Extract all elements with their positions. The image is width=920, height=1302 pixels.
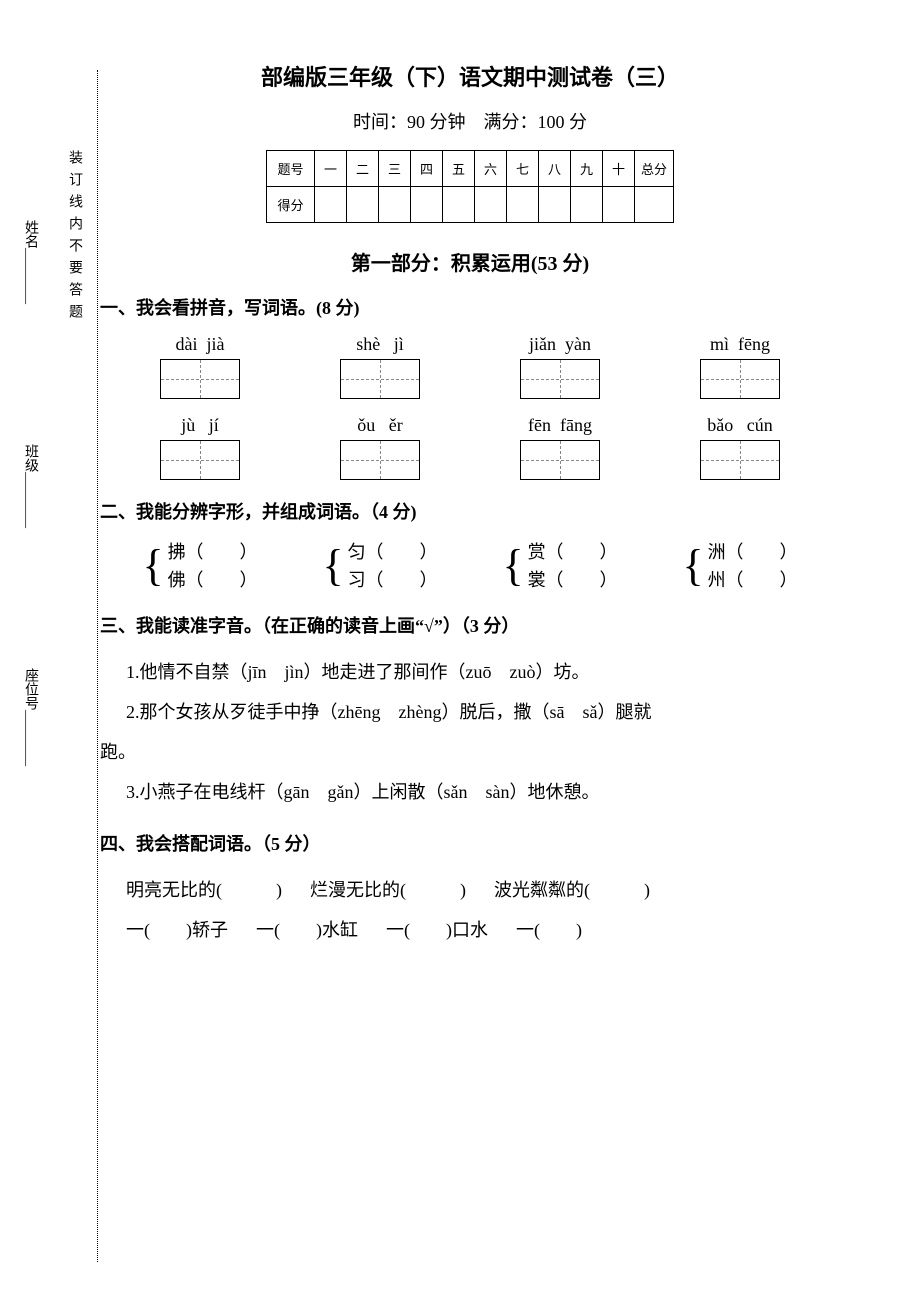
pinyin-item: dài jià	[160, 334, 240, 399]
side-label-class: 班级________	[20, 444, 40, 528]
q2-heading: 二、我能分辨字形，并组成词语。（4 分)	[100, 498, 840, 524]
brace-icon: {	[502, 541, 523, 591]
score-cell	[442, 187, 474, 223]
col-cell: 三	[378, 151, 410, 187]
col-cell: 四	[410, 151, 442, 187]
pinyin-item: jù jí	[160, 415, 240, 480]
table-row: 得分	[266, 187, 673, 223]
score-cell	[506, 187, 538, 223]
col-cell: 六	[474, 151, 506, 187]
pinyin-row-2: jù jí ǒu ěr fēn fāng bǎo cún	[100, 415, 840, 480]
binding-text: 装订线内不要答题	[64, 150, 84, 326]
col-cell: 八	[538, 151, 570, 187]
pair-col: { 匀（ ） 习（ ）	[322, 538, 437, 594]
pair-inner: 洲（ ） 州（ ）	[708, 538, 798, 594]
pinyin-item: ǒu ěr	[340, 415, 420, 480]
fill-item: 波光粼粼的( )	[494, 870, 650, 910]
col-cell: 九	[570, 151, 602, 187]
brace-icon: {	[142, 541, 163, 591]
char-box	[340, 440, 420, 480]
pair-bot: 州（ ）	[708, 566, 798, 594]
col-cell: 总分	[634, 151, 673, 187]
pinyin-text: ǒu ěr	[340, 415, 420, 436]
char-box	[520, 440, 600, 480]
pair-bot: 习（ ）	[348, 566, 438, 594]
score-cell	[474, 187, 506, 223]
q4-row1: 明亮无比的( ) 烂漫无比的( ) 波光粼粼的( )	[126, 870, 840, 910]
col-cell: 二	[346, 151, 378, 187]
score-cell	[538, 187, 570, 223]
q3-line2: 2.那个女孩从歹徒手中挣（zhēng zhèng）脱后，撒（sā sǎ）腿就	[126, 692, 840, 732]
pinyin-item: jiǎn yàn	[520, 334, 600, 399]
fill-item: 一( )水缸	[256, 910, 358, 950]
pair-bot: 佛（ ）	[168, 566, 258, 594]
pair-top: 赏（ ）	[528, 538, 618, 566]
pinyin-item: fēn fāng	[520, 415, 600, 480]
pair-top: 拂（ ）	[168, 538, 258, 566]
side-labels: 姓名________ 班级________ 座位号________	[20, 220, 40, 766]
score-table: 题号 一 二 三 四 五 六 七 八 九 十 总分 得分	[266, 150, 674, 223]
score-cell	[346, 187, 378, 223]
q2-row: { 拂（ ） 佛（ ） { 匀（ ） 习（ ） { 赏（ ） 裳（ ） { 洲（…	[100, 538, 840, 594]
char-box	[520, 359, 600, 399]
pinyin-text: jiǎn yàn	[520, 334, 600, 355]
score-cell	[634, 187, 673, 223]
q3-line2b: 跑。	[100, 732, 840, 772]
score-cell	[410, 187, 442, 223]
pair-inner: 赏（ ） 裳（ ）	[528, 538, 618, 594]
pinyin-text: bǎo cún	[700, 415, 780, 436]
q3-line1: 1.他情不自禁（jīn jìn）地走进了那间作（zuō zuò）坊。	[126, 652, 840, 692]
fill-item: 一( )口水	[386, 910, 488, 950]
pair-col: { 拂（ ） 佛（ ）	[142, 538, 257, 594]
char-box	[700, 440, 780, 480]
row-header: 得分	[266, 187, 314, 223]
char-box	[340, 359, 420, 399]
pinyin-item: bǎo cún	[700, 415, 780, 480]
part1-header: 第一部分：积累运用(53 分)	[100, 247, 840, 276]
brace-icon: {	[322, 541, 343, 591]
char-box	[700, 359, 780, 399]
col-cell: 一	[314, 151, 346, 187]
table-row: 题号 一 二 三 四 五 六 七 八 九 十 总分	[266, 151, 673, 187]
pinyin-text: dài jià	[160, 334, 240, 355]
pinyin-text: shè jì	[340, 334, 420, 355]
q3-line3: 3.小燕子在电线杆（gān gǎn）上闲散（sǎn sàn）地休憩。	[126, 772, 840, 812]
pair-inner: 拂（ ） 佛（ ）	[168, 538, 258, 594]
score-cell	[378, 187, 410, 223]
fill-item: 明亮无比的( )	[126, 870, 282, 910]
score-cell	[602, 187, 634, 223]
score-cell	[570, 187, 602, 223]
side-label-seat: 座位号________	[20, 668, 40, 766]
pair-col: { 赏（ ） 裳（ ）	[502, 538, 617, 594]
char-box	[160, 440, 240, 480]
pair-inner: 匀（ ） 习（ ）	[348, 538, 438, 594]
pinyin-item: shè jì	[340, 334, 420, 399]
pair-bot: 裳（ ）	[528, 566, 618, 594]
q3-heading: 三、我能读准字音。（在正确的读音上画“√”）（3 分）	[100, 612, 840, 638]
pinyin-text: jù jí	[160, 415, 240, 436]
side-label-name: 姓名________	[20, 220, 40, 304]
char-box	[160, 359, 240, 399]
fill-item: 一( )轿子	[126, 910, 228, 950]
pair-col: { 洲（ ） 州（ ）	[682, 538, 797, 594]
col-cell: 十	[602, 151, 634, 187]
col-cell: 五	[442, 151, 474, 187]
row-header: 题号	[266, 151, 314, 187]
q4-row2: 一( )轿子 一( )水缸 一( )口水 一( )	[126, 910, 840, 950]
brace-icon: {	[682, 541, 703, 591]
pinyin-item: mì fēng	[700, 334, 780, 399]
fill-item: 一( )	[516, 910, 582, 950]
pair-top: 匀（ ）	[348, 538, 438, 566]
col-cell: 七	[506, 151, 538, 187]
fill-item: 烂漫无比的( )	[310, 870, 466, 910]
page-title: 部编版三年级（下）语文期中测试卷（三）	[100, 60, 840, 92]
score-cell	[314, 187, 346, 223]
page-subtitle: 时间：90 分钟 满分：100 分	[100, 108, 840, 134]
pinyin-row-1: dài jià shè jì jiǎn yàn mì fēng	[100, 334, 840, 399]
pinyin-text: fēn fāng	[520, 415, 600, 436]
pinyin-text: mì fēng	[700, 334, 780, 355]
q4-heading: 四、我会搭配词语。（5 分）	[100, 830, 840, 856]
q1-heading: 一、我会看拼音，写词语。(8 分)	[100, 294, 840, 320]
pair-top: 洲（ ）	[708, 538, 798, 566]
